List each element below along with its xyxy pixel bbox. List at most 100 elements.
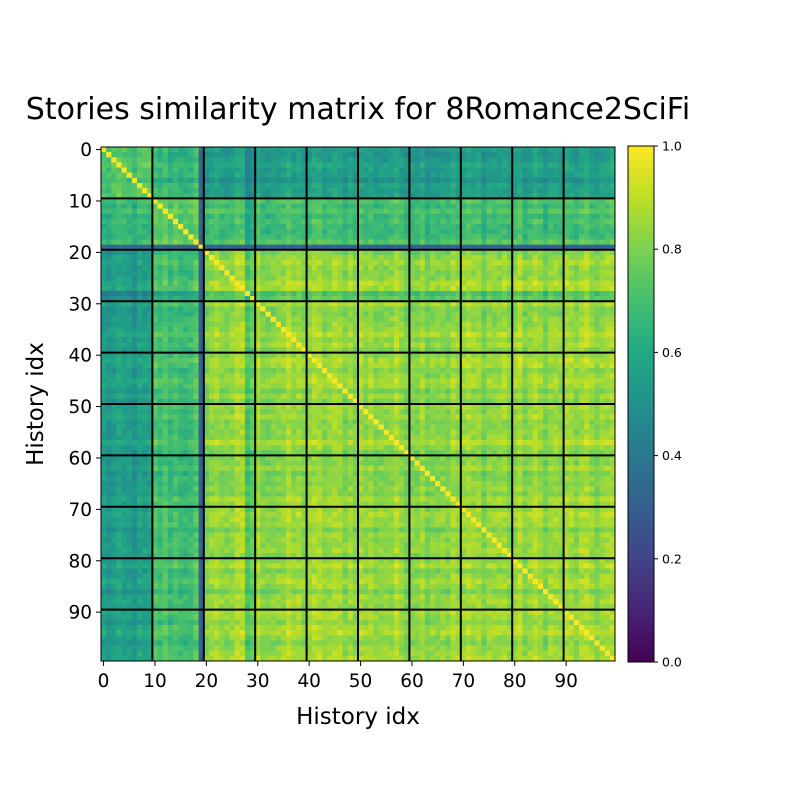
heatmap-cell bbox=[429, 321, 436, 328]
heatmap-cell bbox=[507, 203, 513, 210]
heatmap-cell bbox=[147, 362, 153, 369]
heatmap-cell bbox=[188, 337, 194, 343]
heatmap-cell bbox=[604, 234, 611, 240]
heatmap-cell bbox=[429, 352, 436, 359]
heatmap-cell bbox=[208, 208, 215, 215]
heatmap-cell bbox=[501, 203, 508, 210]
heatmap-cell bbox=[193, 357, 200, 364]
heatmap-cell bbox=[373, 311, 379, 317]
heatmap-cell bbox=[301, 249, 307, 256]
heatmap-cell bbox=[553, 373, 559, 379]
heatmap-cell bbox=[250, 249, 256, 256]
heatmap-cell bbox=[543, 198, 549, 204]
heatmap-cell bbox=[543, 208, 549, 215]
heatmap-cell bbox=[532, 378, 539, 384]
heatmap-cell bbox=[445, 280, 451, 287]
heatmap-cell bbox=[208, 301, 215, 307]
heatmap-cell bbox=[594, 260, 600, 266]
heatmap-cell bbox=[471, 244, 477, 251]
heatmap-cell bbox=[116, 254, 122, 261]
heatmap-cell bbox=[532, 337, 539, 343]
heatmap-cell bbox=[512, 193, 518, 199]
heatmap-cell bbox=[440, 316, 446, 323]
heatmap-cell bbox=[162, 239, 169, 246]
heatmap-cell bbox=[476, 368, 482, 374]
heatmap-cell bbox=[522, 321, 528, 328]
heatmap-cell bbox=[270, 249, 277, 256]
heatmap-cell bbox=[126, 239, 133, 246]
heatmap-cell bbox=[229, 362, 235, 369]
heatmap-cell bbox=[347, 362, 354, 369]
heatmap-cell bbox=[347, 234, 354, 240]
heatmap-cell bbox=[311, 378, 318, 384]
heatmap-cell bbox=[455, 254, 462, 261]
heatmap-cell bbox=[203, 326, 210, 333]
heatmap-cell bbox=[532, 193, 539, 199]
heatmap-cell bbox=[373, 188, 379, 194]
heatmap-cell bbox=[147, 296, 153, 302]
heatmap-cell bbox=[291, 198, 297, 204]
heatmap-cell bbox=[568, 311, 575, 317]
heatmap-cell bbox=[532, 285, 539, 292]
heatmap-cell bbox=[342, 193, 349, 199]
heatmap-cell bbox=[183, 285, 189, 292]
heatmap-cell bbox=[553, 398, 559, 405]
heatmap-cell bbox=[609, 254, 616, 261]
heatmap-cell bbox=[106, 177, 112, 184]
heatmap-cell bbox=[445, 357, 451, 364]
heatmap-cell bbox=[393, 383, 400, 389]
heatmap-cell bbox=[193, 342, 200, 348]
heatmap-cell bbox=[198, 301, 205, 307]
heatmap-cell bbox=[445, 388, 451, 395]
heatmap-cell bbox=[527, 224, 534, 230]
heatmap-cell bbox=[609, 218, 616, 225]
heatmap-cell bbox=[244, 296, 251, 302]
heatmap-cell bbox=[111, 352, 117, 359]
heatmap-cell bbox=[486, 383, 492, 389]
heatmap-cell bbox=[517, 182, 523, 189]
heatmap-cell bbox=[229, 388, 235, 395]
heatmap-cell bbox=[589, 172, 595, 179]
heatmap-cell bbox=[111, 280, 117, 287]
heatmap-cell bbox=[265, 203, 271, 210]
heatmap-cell bbox=[471, 152, 477, 158]
heatmap-cell bbox=[409, 229, 415, 235]
heatmap-cell bbox=[501, 332, 508, 338]
heatmap-cell bbox=[296, 249, 302, 256]
heatmap-cell bbox=[286, 326, 292, 333]
heatmap-cell bbox=[476, 229, 482, 235]
heatmap-cell bbox=[393, 188, 400, 194]
heatmap-cell bbox=[568, 249, 575, 256]
heatmap-cell bbox=[599, 378, 606, 384]
heatmap-cell bbox=[301, 326, 307, 333]
heatmap-cell bbox=[558, 347, 564, 353]
heatmap-cell bbox=[167, 296, 174, 302]
heatmap-cell bbox=[178, 270, 184, 276]
heatmap-cell bbox=[142, 337, 148, 343]
heatmap-cell bbox=[435, 208, 441, 215]
heatmap-cell bbox=[393, 332, 400, 338]
heatmap-cell bbox=[162, 388, 169, 395]
heatmap-cell bbox=[599, 383, 606, 389]
heatmap-cell bbox=[522, 393, 528, 400]
heatmap-cell bbox=[286, 152, 292, 158]
heatmap-cell bbox=[568, 373, 575, 379]
heatmap-cell bbox=[347, 326, 354, 333]
heatmap-cell bbox=[507, 337, 513, 343]
heatmap-cell bbox=[131, 234, 138, 240]
heatmap-cell bbox=[270, 290, 277, 297]
heatmap-cell bbox=[342, 208, 349, 215]
heatmap-cell bbox=[548, 357, 554, 364]
heatmap-cell bbox=[522, 275, 528, 281]
heatmap-cell bbox=[491, 157, 498, 163]
heatmap-cell bbox=[306, 337, 313, 343]
heatmap-cell bbox=[543, 270, 549, 276]
heatmap-cell bbox=[517, 213, 523, 220]
heatmap-cell bbox=[517, 167, 523, 174]
heatmap-cell bbox=[399, 337, 405, 343]
heatmap-cell bbox=[286, 393, 292, 400]
heatmap-cell bbox=[322, 162, 328, 168]
heatmap-cell bbox=[419, 193, 426, 199]
heatmap-cell bbox=[491, 347, 498, 353]
heatmap-cell bbox=[162, 157, 169, 163]
